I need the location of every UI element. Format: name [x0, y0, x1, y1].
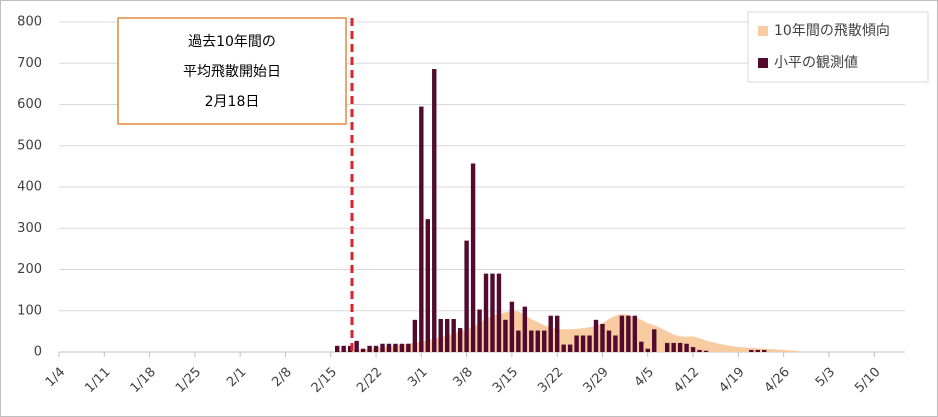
bar: [632, 315, 638, 352]
legend-label: 10年間の飛散傾向: [774, 23, 890, 39]
bar: [561, 344, 566, 352]
y-tick-label: 200: [17, 262, 42, 277]
bar: [464, 240, 469, 352]
bar: [483, 273, 489, 352]
legend-label: 小平の観測値: [774, 54, 858, 71]
bar: [529, 330, 534, 352]
bar: [703, 350, 709, 352]
bar: [626, 315, 631, 352]
y-tick-label: 800: [17, 15, 42, 30]
legend-swatch: [758, 26, 768, 36]
bar: [554, 315, 560, 352]
bar: [373, 345, 379, 352]
bar: [664, 342, 670, 352]
annotation-line: 平均飛散開始日: [183, 64, 281, 80]
annotation-line: 過去10年間の: [188, 34, 276, 50]
annotation-line: 2月18日: [205, 94, 260, 110]
bar: [360, 348, 366, 352]
marks: [335, 69, 804, 353]
y-tick-label: 600: [17, 97, 42, 112]
bar: [419, 106, 424, 352]
bar: [445, 319, 450, 352]
bar: [593, 319, 599, 352]
bar: [755, 349, 760, 352]
bar: [490, 273, 495, 352]
bar: [412, 319, 418, 352]
bar: [762, 349, 767, 352]
bar: [645, 348, 650, 352]
bar: [580, 335, 586, 352]
bar: [749, 349, 754, 352]
bar: [380, 343, 385, 352]
y-tick-label: 500: [17, 138, 42, 153]
y-tick-label: 400: [17, 180, 42, 195]
bar: [393, 343, 398, 352]
bar: [399, 343, 405, 352]
bar: [697, 349, 702, 352]
bar: [425, 219, 430, 352]
legend-swatch: [758, 58, 768, 68]
bar: [451, 319, 456, 352]
bar: [567, 344, 573, 352]
bar: [600, 323, 605, 352]
bar: [347, 345, 353, 352]
bar: [548, 315, 553, 352]
bar: [613, 335, 618, 352]
bar: [690, 347, 696, 352]
bar: [516, 330, 521, 352]
bar: [652, 329, 657, 352]
bar: [341, 345, 346, 352]
bar: [470, 163, 476, 352]
bar: [367, 345, 372, 352]
bar: [496, 273, 502, 352]
y-tick-label: 700: [17, 56, 42, 71]
bar: [438, 319, 443, 352]
bar: [671, 342, 676, 352]
bar: [606, 330, 612, 352]
bar: [535, 330, 540, 352]
bar: [587, 335, 592, 352]
bar: [503, 319, 508, 352]
legend-box: [747, 11, 929, 83]
bar: [354, 340, 359, 352]
bar: [684, 343, 689, 352]
bar: [522, 306, 528, 352]
annotation-box: [117, 17, 347, 125]
bar: [432, 69, 437, 353]
bar: [509, 301, 515, 352]
y-tick-label: 100: [17, 303, 42, 318]
bar: [677, 342, 683, 352]
bar: [542, 330, 547, 352]
bar: [457, 328, 463, 352]
bar: [639, 341, 644, 352]
y-tick-label: 300: [17, 221, 42, 236]
bar: [386, 343, 392, 352]
bar: [335, 345, 340, 352]
bar: [574, 335, 579, 352]
bar: [477, 309, 482, 352]
bar: [406, 343, 411, 352]
y-tick-label: 0: [34, 345, 42, 360]
bar: [619, 315, 625, 352]
